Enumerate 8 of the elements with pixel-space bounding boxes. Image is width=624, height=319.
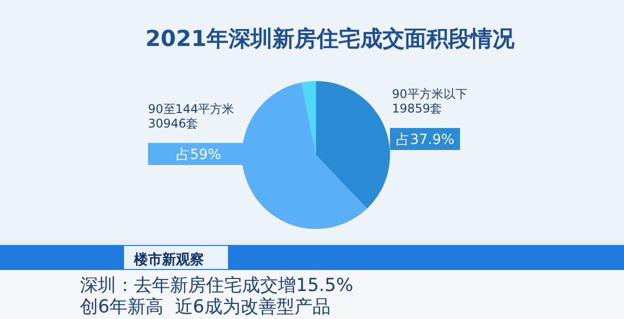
pie-slice <box>302 81 316 155</box>
data-label: 占59% <box>176 147 222 163</box>
slice-label: 90至144平方米 30946套 <box>148 102 234 130</box>
data-label: 占37.9% <box>396 132 454 148</box>
text: 楼市新观察 <box>133 251 204 268</box>
chart-title: 2021年深圳新房住宅成交面积段情况 <box>145 26 516 52</box>
slice-label: 90平方米以下 19859套 <box>392 87 468 116</box>
text: 深圳：去年新房住宅成交增15.5% 创6年新高 近6成为改善型产品 <box>80 275 354 318</box>
